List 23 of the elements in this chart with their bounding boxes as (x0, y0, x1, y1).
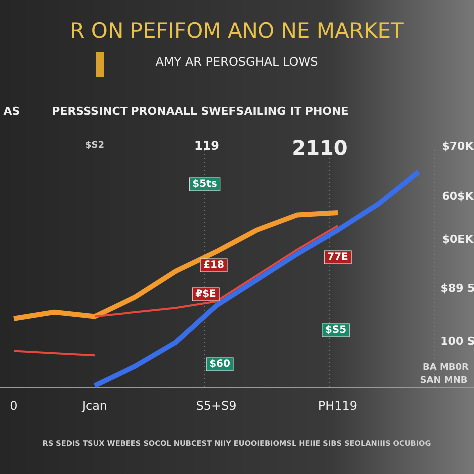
x-tick-label: PH119 (318, 399, 358, 413)
x-tick-label: Jcan (81, 399, 108, 413)
annotation: $0EK (442, 233, 474, 246)
text: AS (4, 105, 20, 118)
annotation: 77E (328, 252, 349, 263)
text: $S2 (85, 141, 105, 151)
x-tick-label: S5+S9 (196, 399, 237, 413)
annotation: ₽$E (196, 289, 217, 300)
x-tick-label: 0 (10, 399, 18, 413)
text: PERSSSINCT (52, 105, 128, 118)
annotation: $60 (210, 359, 230, 370)
annotation: 60$K (442, 190, 474, 203)
text: $70K (442, 140, 474, 153)
annotation: $5ts (192, 179, 218, 190)
annotation: £18 (204, 260, 224, 271)
chart-subtitle: AMY AR PEROSGHAL LOWS (156, 55, 318, 69)
text: 2110 (292, 136, 348, 160)
chart-title: R ON PEFIFOM ANO NE MARKET (70, 19, 404, 43)
annotation: $S5 (325, 325, 347, 336)
annotation: SAN MNB (420, 376, 468, 386)
text: 119 (194, 139, 220, 153)
text: PRONAALL SWEFSAILING IT PHONE (131, 105, 349, 118)
annotation: BA MB0R (423, 363, 470, 373)
